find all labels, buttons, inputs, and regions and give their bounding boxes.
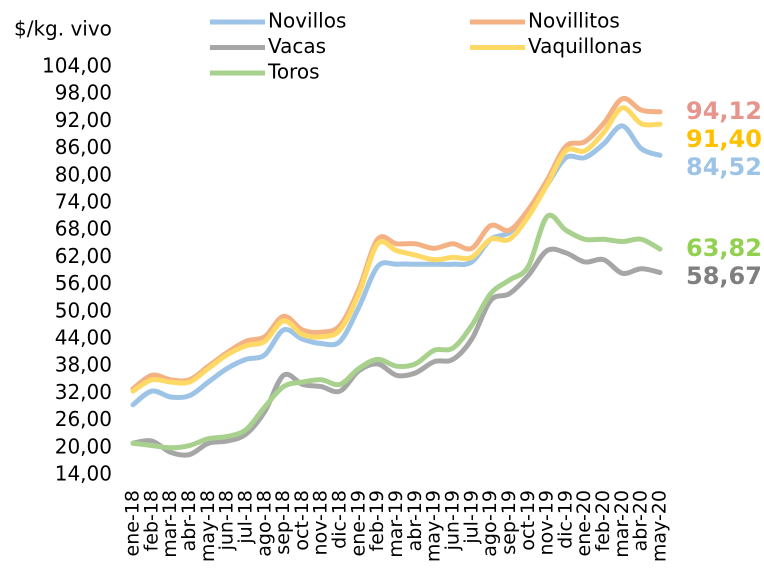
end-value-label: 58,67 [686,262,762,290]
x-tick-label: mar-18 [159,490,181,558]
end-value-label: 91,40 [686,125,762,153]
x-tick-label: ago-19 [479,490,501,557]
y-tick-label: 38,00 [55,353,112,377]
x-tick-label: ene-18 [122,490,144,556]
x-tick-label: ene-20 [573,490,595,556]
end-value-label: 84,52 [686,153,762,181]
x-tick-label: sep-19 [498,490,520,555]
y-tick-label: 20,00 [55,434,112,458]
legend-label: Novillos [268,9,346,33]
y-tick-label: 86,00 [55,135,112,159]
y-tick-label: 14,00 [55,462,112,486]
y-tick-label: 32,00 [55,380,112,404]
y-tick-label: 56,00 [55,271,112,295]
x-tick-label: feb-20 [592,490,614,551]
y-tick-label: 44,00 [55,326,112,350]
y-tick-label: 68,00 [55,217,112,241]
x-tick-label: dic-19 [554,490,576,549]
x-tick-label: abr-19 [404,490,426,551]
legend-label: Novillitos [528,9,620,33]
y-tick-label: 104,00 [42,54,112,78]
x-tick-label: feb-18 [140,490,162,551]
y-tick-label: 26,00 [55,407,112,431]
end-value-label: 63,82 [686,234,762,262]
series-line [130,212,663,451]
y-tick-label: 92,00 [55,108,112,132]
x-tick-label: jun-19 [441,490,463,551]
x-tick-label: oct-19 [517,490,539,551]
series-line [130,246,663,458]
series-line [130,105,663,394]
legend-label: Toros [267,60,320,84]
series-line [130,123,663,408]
x-tick-label: abr-20 [630,490,652,551]
end-value-label: 94,12 [686,97,762,125]
y-tick-label: 74,00 [55,190,112,214]
y-tick-label: 50,00 [55,298,112,322]
series-line [130,95,663,392]
x-tick-label: oct-18 [291,490,313,551]
x-tick-label: ene-19 [347,490,369,556]
x-tick-label: nov-18 [310,490,332,555]
x-tick-label: feb-19 [366,490,388,551]
y-axis-label: $/kg. vivo [14,17,112,41]
x-tick-label: jun-18 [216,490,238,551]
y-tick-label: 98,00 [55,81,112,105]
x-tick-label: jul-19 [460,490,482,545]
x-tick-label: ago-18 [253,490,275,557]
x-tick-label: dic-18 [329,490,351,549]
x-tick-label: may-19 [423,490,445,562]
x-tick-label: mar-20 [611,490,633,558]
x-tick-label: nov-19 [536,490,558,555]
x-tick-label: may-20 [649,490,671,562]
y-tick-label: 62,00 [55,244,112,268]
legend-label: Vacas [268,34,326,58]
x-tick-label: may-18 [197,490,219,562]
x-tick-label: sep-18 [272,490,294,555]
legend-label: Vaquillonas [528,34,642,58]
x-tick-label: jul-18 [234,490,256,545]
y-tick-label: 80,00 [55,162,112,186]
x-tick-label: abr-18 [178,490,200,551]
x-tick-label: mar-19 [385,490,407,558]
